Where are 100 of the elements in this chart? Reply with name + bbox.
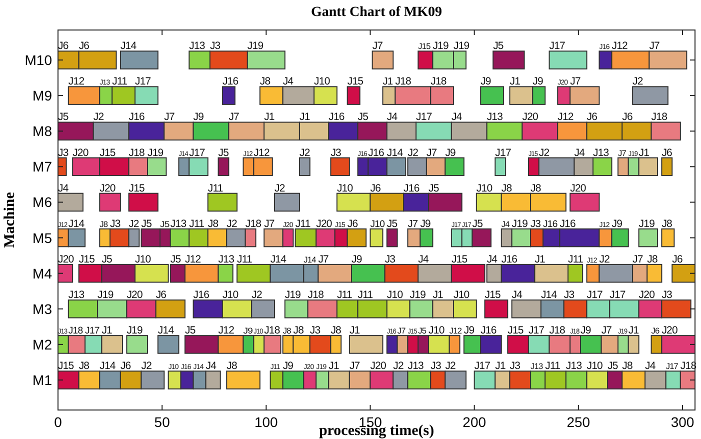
data-label: J13	[592, 146, 610, 159]
data-label: J17	[474, 360, 491, 372]
bar	[99, 192, 121, 212]
data-label: J13	[566, 360, 582, 372]
data-label: J11	[237, 253, 253, 266]
data-label: J9	[612, 218, 623, 230]
data-label: J12	[254, 146, 270, 159]
data-label: J3	[210, 40, 221, 52]
data-label: J18	[264, 324, 280, 337]
data-label: J10	[476, 182, 493, 194]
x-tick-label: 250	[566, 414, 590, 430]
data-label: J1	[299, 111, 310, 124]
data-label: J10	[386, 289, 404, 301]
data-label: J4	[486, 253, 498, 266]
data-label: J5	[608, 360, 618, 372]
data-label: J14	[120, 40, 137, 52]
data-label: J4	[512, 289, 523, 301]
data-label: J11	[336, 289, 352, 301]
data-label: J8	[501, 182, 512, 194]
bar	[386, 228, 398, 248]
data-label: J3	[58, 146, 69, 159]
data-label: J7	[649, 40, 660, 52]
y-axis-title: Machine	[2, 192, 18, 248]
y-tick-label: M5	[32, 230, 52, 246]
data-label: J7	[318, 253, 330, 266]
data-label: J8	[100, 218, 108, 229]
data-label: J18	[245, 218, 262, 230]
data-label: J2	[128, 218, 140, 230]
data-label: J10	[336, 182, 354, 194]
data-label: J13	[530, 361, 544, 372]
data-label: J4	[574, 146, 586, 159]
data-label: J7	[426, 146, 438, 159]
data-label: J5	[386, 218, 398, 230]
data-label: J16	[328, 111, 345, 124]
data-label: J16	[404, 182, 420, 194]
data-label: J1	[495, 360, 506, 372]
y-tick-label: M3	[32, 300, 52, 317]
data-label: J13	[408, 360, 424, 372]
data-label: J19	[432, 40, 449, 52]
data-label: J19	[148, 146, 164, 159]
data-label: J20	[72, 146, 89, 159]
data-label: J5	[472, 218, 484, 230]
y-tick-label: M9	[32, 88, 52, 104]
y-tick-label: M7	[32, 158, 52, 175]
data-label: J12	[612, 40, 628, 52]
data-label: J20	[370, 360, 387, 372]
data-label: J9	[580, 324, 592, 337]
y-tick-label: M10	[24, 52, 52, 68]
data-label: J2	[632, 76, 644, 88]
data-label: J7	[264, 218, 275, 230]
data-label: J15	[128, 182, 146, 194]
data-label: J13	[189, 40, 206, 52]
data-label: J4	[206, 360, 217, 372]
data-label: J19	[98, 289, 114, 301]
data-label: J7	[570, 76, 581, 88]
data-label: J2	[408, 146, 419, 159]
data-label: J12	[68, 76, 85, 88]
data-label: J12	[449, 326, 462, 336]
data-label: J6	[58, 40, 69, 52]
data-label: J8	[293, 324, 304, 337]
data-label: J14	[386, 146, 404, 159]
data-label: J16	[368, 146, 384, 159]
y-tick-label: M6	[32, 194, 52, 210]
data-label: J3	[110, 218, 121, 230]
data-label: J10	[370, 218, 385, 230]
data-label: J13	[218, 253, 235, 266]
data-label: J8	[226, 360, 238, 372]
data-label: J1	[264, 111, 275, 124]
data-label: J16	[128, 111, 146, 124]
data-label: J5	[184, 324, 196, 337]
data-label: J6	[651, 326, 660, 336]
data-label: J14	[100, 360, 116, 372]
data-label: J4	[58, 182, 69, 194]
data-label: J17	[666, 361, 679, 372]
data-label: J2	[252, 289, 262, 301]
data-label: J10	[428, 324, 445, 337]
data-label: J17	[610, 289, 626, 301]
data-label: J3	[430, 360, 442, 372]
y-tick-label: M8	[32, 123, 52, 140]
data-label: J5	[170, 253, 182, 266]
data-label: J9	[282, 360, 294, 372]
data-label: J6	[156, 289, 167, 301]
x-tick-label: 50	[154, 414, 170, 430]
data-label: J5	[493, 40, 504, 52]
y-tick-label: M4	[32, 265, 52, 282]
data-label: J14	[304, 254, 317, 264]
data-label: J19	[126, 324, 143, 337]
data-label: J7	[228, 111, 240, 124]
data-label: J11	[208, 182, 224, 194]
data-label: J5	[428, 182, 440, 194]
data-label: J8	[260, 76, 271, 88]
data-label: J9	[480, 76, 492, 88]
data-label: J18	[549, 324, 566, 337]
data-label: J5	[160, 218, 170, 229]
data-label: J6	[586, 111, 598, 124]
data-label: J20	[126, 289, 143, 301]
data-label: J5	[218, 146, 230, 159]
data-label: J15	[78, 253, 96, 266]
data-label: J8	[622, 360, 633, 372]
data-label: J18	[395, 76, 412, 88]
